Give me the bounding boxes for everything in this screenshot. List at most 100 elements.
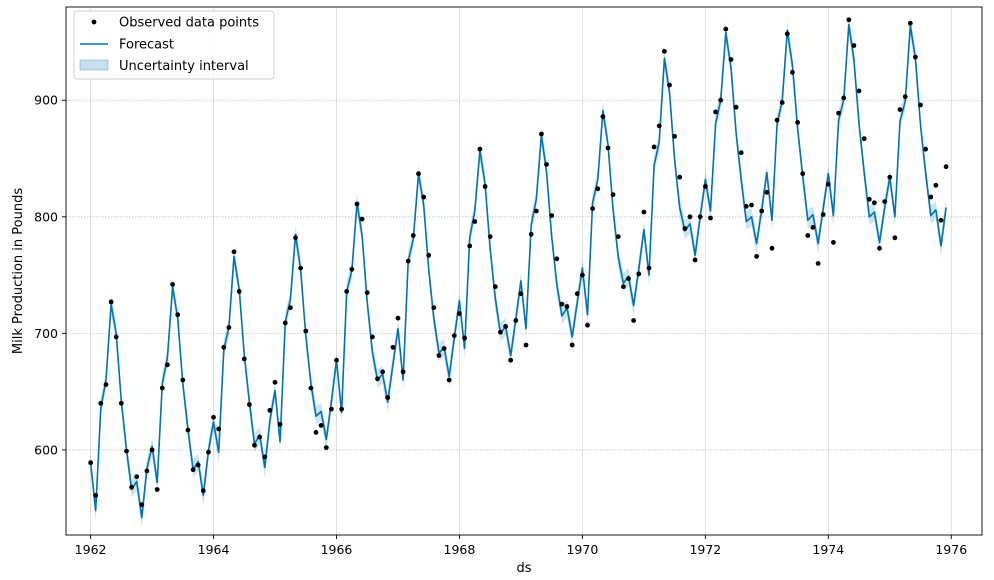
observed-point	[733, 104, 739, 110]
observed-point	[569, 342, 575, 348]
observed-point	[441, 346, 447, 351]
observed-point	[180, 377, 186, 383]
observed-point	[841, 95, 847, 101]
observed-point	[882, 199, 888, 205]
observed-point	[329, 406, 334, 412]
observed-point	[467, 243, 473, 249]
observed-point	[410, 233, 416, 238]
observed-point	[677, 174, 683, 180]
observed-point	[764, 189, 770, 195]
forecast-line	[89, 23, 947, 519]
observed-point	[728, 57, 734, 62]
observed-point	[902, 94, 908, 100]
x-tick-label-1976: 1976	[935, 542, 967, 557]
observed-point	[344, 289, 350, 294]
observed-point	[416, 171, 421, 177]
observed-point	[313, 430, 319, 435]
observed-point	[231, 249, 237, 255]
observed-point	[113, 334, 119, 340]
observed-point	[595, 186, 601, 192]
observed-point	[144, 468, 150, 474]
observed-point	[375, 376, 380, 382]
observed-point	[200, 488, 206, 494]
observed-point	[610, 192, 616, 198]
observed-point	[211, 414, 216, 420]
observed-point	[887, 174, 893, 180]
observed-point	[851, 43, 857, 48]
observed-point	[487, 234, 493, 240]
observed-point	[662, 48, 667, 54]
observed-point	[175, 312, 181, 318]
observed-point	[267, 407, 273, 413]
observed-point	[656, 123, 662, 129]
observed-point	[277, 421, 283, 427]
observed-point	[118, 400, 124, 406]
y-tick-label-700: 700	[34, 326, 58, 341]
forecast-line-layer	[89, 23, 947, 519]
observed-point	[457, 311, 462, 316]
observed-point	[641, 209, 647, 215]
observed-point	[252, 442, 257, 448]
legend-marker-uncertainty	[79, 59, 109, 71]
observed-point	[149, 447, 155, 453]
observed-point	[370, 334, 375, 340]
plot-frame	[65, 6, 983, 536]
y-axis: 600 700 800 900	[34, 93, 66, 457]
observed-point	[846, 17, 852, 23]
observed-point	[856, 88, 862, 94]
observed-point	[928, 194, 934, 200]
observed-point	[154, 487, 160, 492]
observed-point	[421, 194, 426, 200]
observed-point	[395, 315, 401, 321]
observed-point	[907, 20, 913, 26]
observed-point	[933, 182, 939, 188]
observed-point	[738, 150, 744, 156]
observed-point	[810, 224, 816, 230]
observed-point	[651, 144, 657, 150]
observed-points-layer	[88, 17, 949, 508]
observed-point	[923, 146, 928, 152]
x-tick-label-1970: 1970	[566, 542, 598, 557]
observed-point	[236, 289, 242, 294]
observed-point	[708, 215, 713, 221]
legend-marker-observed	[91, 19, 97, 25]
observed-point	[431, 305, 437, 311]
observed-point	[272, 379, 278, 385]
observed-point	[98, 400, 104, 406]
observed-point	[93, 493, 99, 498]
observed-point	[615, 234, 621, 240]
observed-point	[692, 257, 698, 263]
x-tick-label-1968: 1968	[444, 542, 476, 557]
observed-point	[380, 369, 385, 375]
legend-entry-observed: Observed data points	[119, 16, 259, 31]
observed-point	[544, 162, 549, 167]
observed-point	[800, 171, 806, 177]
observed-point	[877, 245, 882, 251]
observed-point	[564, 304, 570, 309]
observed-point	[446, 377, 452, 383]
observed-point	[513, 318, 519, 323]
observed-point	[749, 202, 754, 208]
observed-point	[697, 214, 703, 220]
observed-point	[769, 245, 775, 251]
observed-point	[170, 282, 176, 287]
observed-point	[892, 235, 898, 241]
legend-box	[73, 10, 275, 80]
observed-point	[646, 265, 652, 271]
observed-point	[349, 266, 355, 272]
x-axis-label: ds	[516, 561, 531, 576]
observed-point	[293, 235, 298, 241]
observed-point	[723, 26, 729, 32]
observed-point	[918, 102, 923, 108]
observed-point	[943, 164, 949, 170]
y-axis-label: Milk Production in Pounds	[11, 188, 26, 354]
observed-point	[303, 328, 309, 334]
observed-point	[600, 114, 606, 119]
y-tick-label-900: 900	[34, 93, 58, 108]
observed-point	[492, 284, 498, 290]
observed-point	[836, 110, 841, 116]
observed-point	[436, 353, 442, 358]
observed-point	[636, 271, 642, 277]
observed-point	[784, 31, 790, 37]
